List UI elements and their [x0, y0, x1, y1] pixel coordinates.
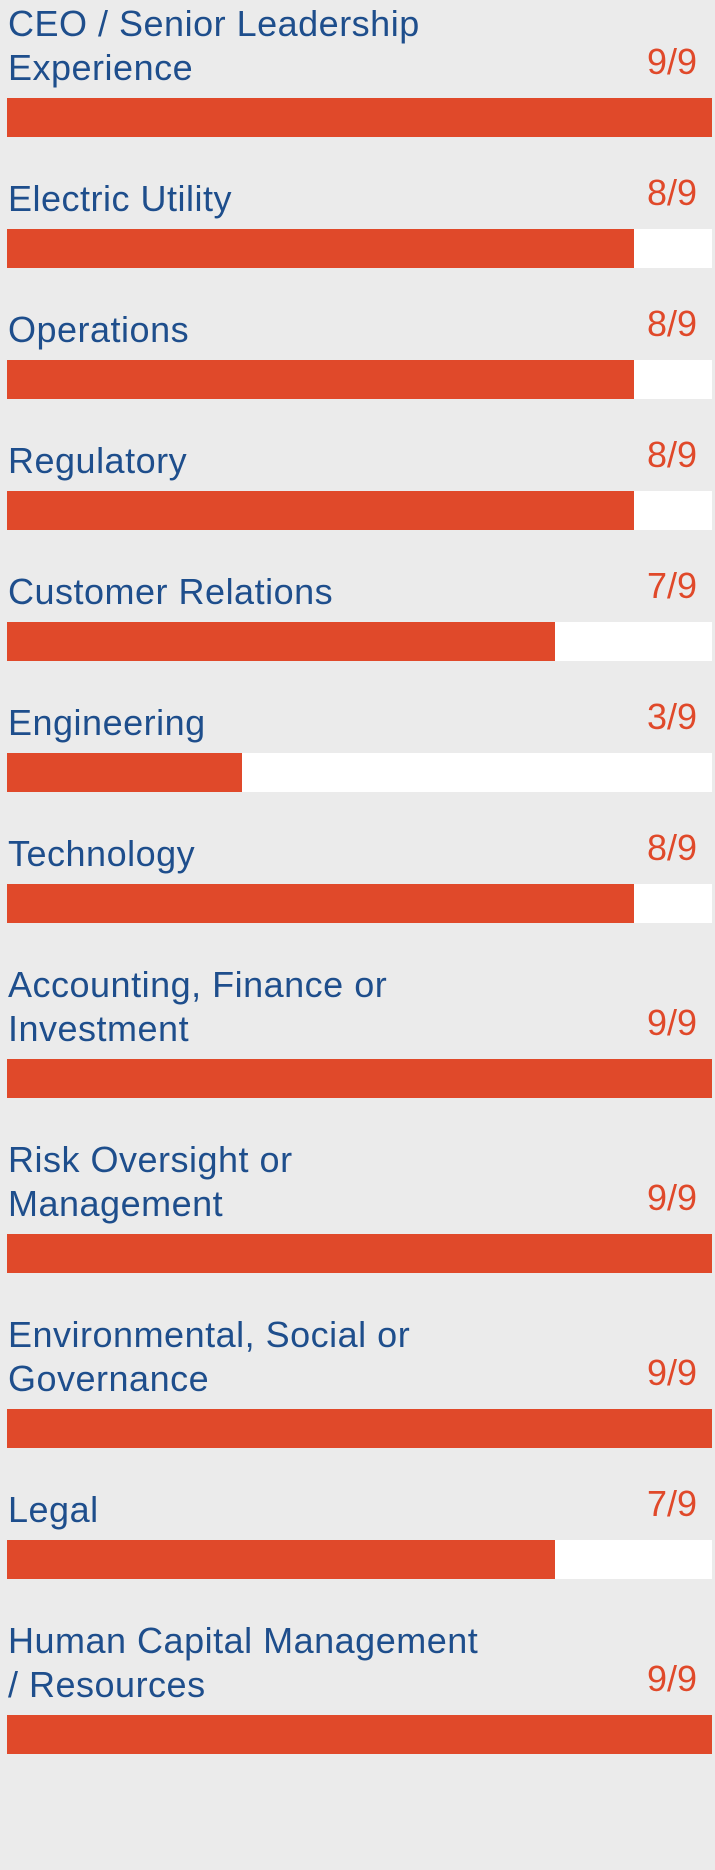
skill-row: Environmental, Social or Governance 9/9: [0, 1313, 715, 1448]
skill-count: 8/9: [646, 303, 697, 344]
skill-count: 7/9: [646, 1483, 697, 1524]
skill-label: Technology: [8, 833, 196, 874]
skill-count: 9/9: [646, 41, 697, 82]
skill-label: Regulatory: [8, 440, 188, 481]
bar-track: [7, 884, 712, 923]
bar-track: [7, 1059, 712, 1098]
bar-track: [7, 229, 712, 268]
skill-row: Regulatory 8/9: [0, 434, 715, 530]
bar-track: [7, 622, 712, 661]
bar-track: [7, 1715, 712, 1754]
skill-label: Human Capital Management / Resources: [8, 1620, 479, 1705]
skill-count: 9/9: [646, 1658, 697, 1699]
bar-fill: [7, 753, 242, 792]
skill-label: Legal: [8, 1489, 99, 1530]
bar-fill: [7, 98, 712, 137]
skill-row: Accounting, Finance or Investment 9/9: [0, 963, 715, 1098]
bar-track: [7, 1540, 712, 1579]
bar-track: [7, 753, 712, 792]
bar-track: [7, 1234, 712, 1273]
skill-row: Risk Oversight or Management 9/9: [0, 1138, 715, 1273]
bar-fill: [7, 1059, 712, 1098]
skill-count: 9/9: [646, 1002, 697, 1043]
skill-row: Engineering 3/9: [0, 696, 715, 792]
skill-count: 3/9: [646, 696, 697, 737]
bar-fill: [7, 1409, 712, 1448]
bar-fill: [7, 491, 634, 530]
skill-count: 8/9: [646, 434, 697, 475]
skill-count: 8/9: [646, 172, 697, 213]
skill-label: Accounting, Finance or Investment: [8, 964, 388, 1049]
skill-label: Electric Utility: [8, 178, 233, 219]
skill-row: Customer Relations 7/9: [0, 565, 715, 661]
skill-row: Operations 8/9: [0, 303, 715, 399]
skill-label: Customer Relations: [8, 571, 334, 612]
bar-fill: [7, 884, 634, 923]
skill-count: 7/9: [646, 565, 697, 606]
skill-count: 9/9: [646, 1177, 697, 1218]
skill-label: Engineering: [8, 702, 206, 743]
skill-label: CEO / Senior Leadership Experience: [8, 3, 420, 88]
skill-count: 8/9: [646, 827, 697, 868]
skill-label: Risk Oversight or Management: [8, 1139, 293, 1224]
bar-fill: [7, 1715, 712, 1754]
skill-label: Operations: [8, 309, 190, 350]
bar-track: [7, 491, 712, 530]
skill-label: Environmental, Social or Governance: [8, 1314, 411, 1399]
skill-row: Technology 8/9: [0, 827, 715, 923]
bar-fill: [7, 622, 555, 661]
bar-track: [7, 98, 712, 137]
skill-row: Human Capital Management / Resources 9/9: [0, 1619, 715, 1754]
bar-track: [7, 1409, 712, 1448]
skill-row: CEO / Senior Leadership Experience 9/9: [0, 2, 715, 137]
bar-fill: [7, 1540, 555, 1579]
bar-fill: [7, 360, 634, 399]
bar-fill: [7, 229, 634, 268]
skill-count: 9/9: [646, 1352, 697, 1393]
bar-fill: [7, 1234, 712, 1273]
skill-row: Legal 7/9: [0, 1483, 715, 1579]
bar-track: [7, 360, 712, 399]
skill-row: Electric Utility 8/9: [0, 172, 715, 268]
